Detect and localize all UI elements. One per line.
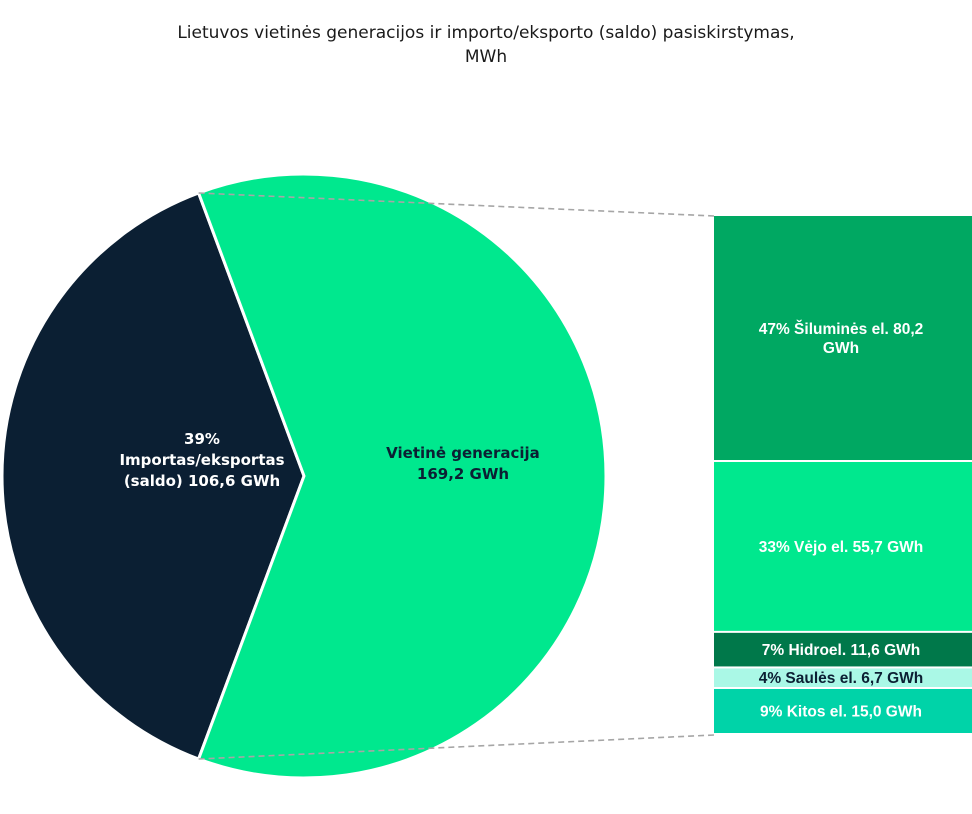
bar-segment-label: 33% Vėjo el. 55,7 GWh (759, 539, 924, 556)
connector-line-top (198, 192, 715, 217)
bar-segment-label: 4% Saulės el. 6,7 GWh (759, 670, 924, 687)
label-line: Importas/eksportas (119, 451, 284, 469)
pie-label-local: Vietinė generacija 169,2 GWh (386, 444, 540, 483)
bar-segment (714, 688, 972, 733)
pie-slice-local (196, 172, 608, 780)
label-line: 4% Saulės el. 6,7 GWh (759, 670, 924, 687)
label-line: 47% Šiluminės el. 80,2 (759, 320, 924, 338)
bar-segment-label: 7% Hidroel. 11,6 GWh (762, 642, 921, 659)
bar-segment-label: 47% Šiluminės el. 80,2 GWh (759, 320, 924, 357)
label-line: GWh (823, 340, 859, 357)
chart-title: Lietuvos vietinės generacijos ir importo… (177, 23, 794, 67)
bar-segment-label: 9% Kitos el. 15,0 GWh (760, 703, 922, 720)
label-line: MWh (465, 47, 507, 67)
label-line: 39% (184, 430, 220, 448)
label-line: 169,2 GWh (417, 465, 509, 483)
bar-segment (714, 216, 972, 461)
bar-segment (714, 632, 972, 667)
label-line: (saldo) 106,6 GWh (124, 472, 280, 490)
pie-slice-import (0, 191, 306, 761)
label-line: Vietinė generacija (386, 444, 540, 462)
pie: 39% Importas/eksportas (saldo) 106,6 GWh Vi… (0, 172, 608, 780)
label-line: 9% Kitos el. 15,0 GWh (760, 703, 922, 720)
connector-lines (198, 192, 715, 760)
label-line: 33% Vėjo el. 55,7 GWh (759, 539, 924, 556)
bar-segment (714, 462, 972, 631)
pie-label-import: 39% Importas/eksportas (saldo) 106,6 GWh (119, 430, 284, 490)
label-line: Lietuvos vietinės generacijos ir importo… (177, 23, 794, 43)
bar-segment (714, 668, 972, 687)
label-line: 7% Hidroel. 11,6 GWh (762, 642, 921, 659)
breakdown-bar: 47% Šiluminės el. 80,2 GWh 33% Vėjo el. 55… (714, 216, 972, 733)
connector-line-bottom (198, 734, 715, 760)
